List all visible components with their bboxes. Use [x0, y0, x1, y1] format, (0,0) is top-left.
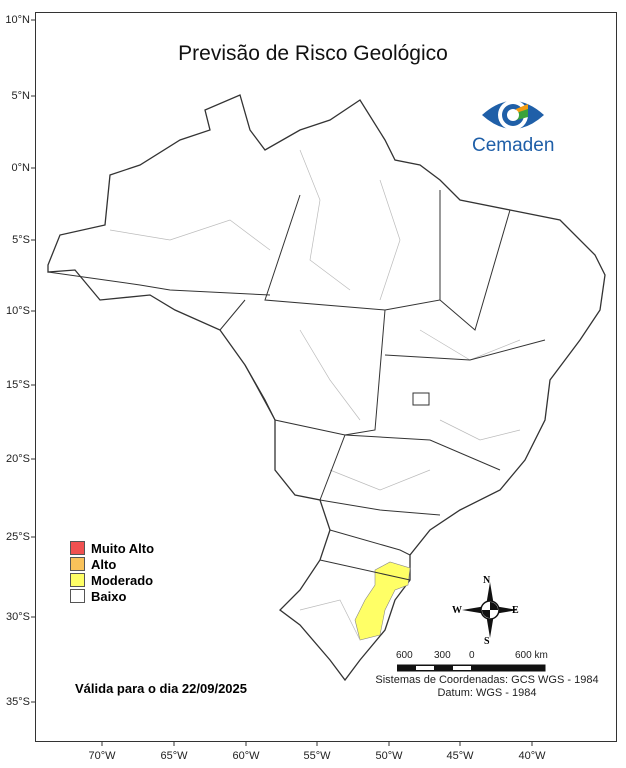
municipal-boundaries: [109, 149, 521, 641]
datum: Datum: WGS - 1984: [437, 687, 537, 699]
legend-item-moderado: Moderado: [70, 572, 154, 588]
legend-label: Muito Alto: [91, 540, 155, 556]
logo-text: Cemaden: [472, 135, 555, 156]
map-title: Previsão de Risco Geológico: [178, 42, 448, 65]
legend-item-baixo: Baixo: [70, 588, 154, 604]
swatch: [70, 541, 85, 555]
scale-label: 300: [434, 650, 451, 661]
swatch: [70, 573, 85, 587]
lon-label: 45°W: [446, 750, 474, 762]
lon-label: 50°W: [375, 750, 403, 762]
validity-date: Válida para o dia 22/09/2025: [75, 681, 247, 696]
lon-label: 70°W: [88, 750, 116, 762]
coordinate-info: Sistemas de Coordenadas: GCS WGS - 1984 …: [372, 674, 602, 700]
legend-label: Baixo: [91, 588, 127, 604]
swatch: [70, 589, 85, 603]
lon-label: 60°W: [232, 750, 260, 762]
legend-item-alto: Alto: [70, 556, 154, 572]
lat-label: 5°S: [12, 234, 30, 246]
swatch: [70, 557, 85, 571]
map-frame: [35, 12, 617, 742]
scale-label: 600 km: [515, 650, 548, 661]
legend-label: Moderado: [91, 572, 154, 588]
lat-label: 0°N: [11, 162, 30, 174]
lat-label: 5°N: [11, 90, 30, 102]
legend-label: Alto: [91, 556, 117, 572]
compass-s: S: [484, 636, 490, 647]
legend-item-muito-alto: Muito Alto: [70, 540, 154, 556]
lat-label: 20°S: [6, 453, 30, 465]
lon-label: 65°W: [160, 750, 188, 762]
eye-logo-icon: [482, 100, 544, 130]
lon-label: 55°W: [303, 750, 331, 762]
compass-icon: [462, 582, 518, 638]
lat-label: 25°S: [6, 531, 30, 543]
lat-label: 10°S: [6, 305, 30, 317]
lat-label: 10°N: [5, 14, 30, 26]
compass-e: E: [512, 605, 519, 616]
scale-bar-graphic: [397, 664, 546, 672]
state-boundaries: [47, 190, 546, 581]
lon-label: 40°W: [518, 750, 546, 762]
legend: Muito Alto Alto Moderado Baixo: [70, 540, 154, 604]
compass-w: W: [452, 605, 462, 616]
brazil-outline: [47, 94, 606, 682]
lat-label: 30°S: [6, 611, 30, 623]
coordinate-system: Sistemas de Coordenadas: GCS WGS - 1984: [375, 674, 599, 686]
lat-label: 35°S: [6, 696, 30, 708]
lat-label: 15°S: [6, 379, 30, 391]
scale-label: 600: [396, 650, 413, 661]
risk-area-moderado: [354, 561, 411, 641]
scale-label: 0: [469, 650, 475, 661]
compass-n: N: [483, 575, 491, 586]
